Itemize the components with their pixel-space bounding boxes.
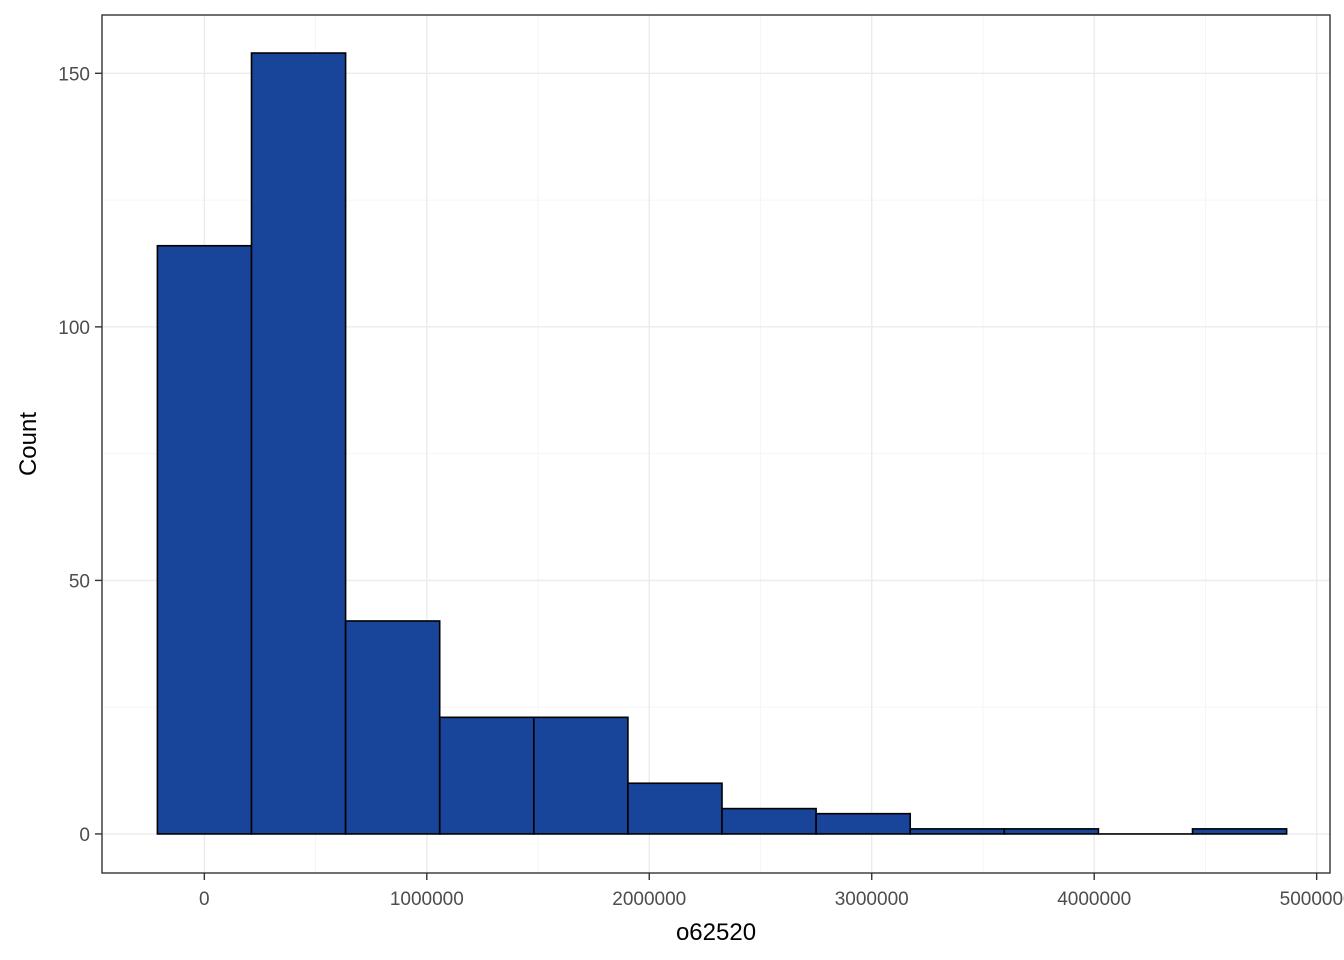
histogram-bar-5 <box>533 716 629 835</box>
histogram-bar-2 <box>250 52 347 835</box>
histogram-bar-4 <box>438 716 535 835</box>
histogram-bar-10 <box>1003 828 1100 835</box>
panel-border <box>101 14 1331 874</box>
y-tick-label: 50 <box>69 571 90 592</box>
x-tick-label: 3000000 <box>835 889 909 910</box>
y-axis: 0 50 100 150 <box>58 64 102 846</box>
histogram-bar-12 <box>1191 828 1288 835</box>
y-tick-label: 0 <box>79 825 90 846</box>
histogram-bar-3 <box>344 620 441 835</box>
histogram-bars <box>156 52 1288 835</box>
histogram-bar-8 <box>815 812 912 835</box>
y-tick-label: 100 <box>58 318 90 339</box>
y-tick-label: 150 <box>58 64 90 85</box>
histogram-bar-6 <box>627 782 723 835</box>
x-tick-label: 4000000 <box>1057 889 1131 910</box>
x-tick-label: 1000000 <box>390 889 464 910</box>
x-axis-title: o62520 <box>676 919 756 946</box>
x-tick-label: 0 <box>199 889 210 910</box>
x-tick-label: 2000000 <box>612 889 686 910</box>
histogram-bar-1 <box>156 244 253 835</box>
histogram-bar-9 <box>909 828 1006 835</box>
y-axis-title: Count <box>15 412 42 476</box>
histogram-bar-7 <box>721 807 817 835</box>
